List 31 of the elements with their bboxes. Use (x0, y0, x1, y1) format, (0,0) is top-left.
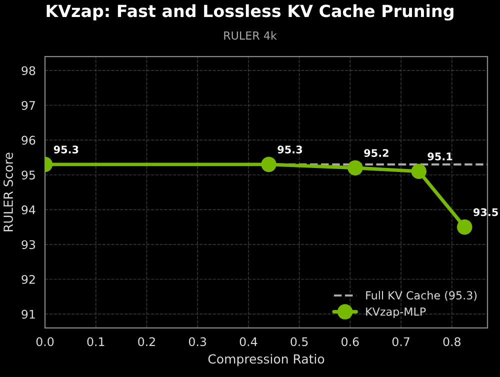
legend-label: Full KV Cache (95.3) (366, 290, 477, 301)
x-tick-label: 0.4 (240, 337, 258, 346)
legend-label: KVzap-MLP (366, 308, 426, 318)
x-tick-label: 0.1 (87, 337, 104, 346)
y-tick-label: 94 (22, 205, 36, 214)
data-label: 95.3 (54, 146, 78, 154)
y-tick-label: 93 (22, 240, 36, 250)
point (456, 219, 472, 235)
y-tick-label: 97 (22, 100, 35, 110)
data-label: 95.1 (428, 152, 452, 160)
x-tick-label: 0.2 (138, 337, 155, 346)
x-tick-label: 0.7 (392, 337, 410, 346)
y-axis-title: RULER Score (4, 152, 13, 232)
y-tick-label: 98 (22, 66, 36, 76)
y-tick-label: 91 (22, 310, 35, 319)
chart-subtitle: RULER 4k (224, 31, 277, 40)
point (348, 160, 363, 176)
y-tick-label: 95 (22, 170, 35, 180)
x-tick-label: 0.8 (443, 337, 460, 346)
data-label: 93.5 (473, 208, 498, 216)
y-tick-label: 96 (22, 136, 36, 145)
x-axis-title: Compression Ratio (208, 354, 324, 366)
x-tick-label: 0.5 (290, 337, 308, 346)
data-label: 95.3 (278, 146, 302, 154)
point (411, 164, 426, 180)
x-tick-label: 0.6 (342, 337, 359, 346)
x-tick-label: 0.0 (36, 337, 54, 346)
data-label: 95.2 (364, 149, 388, 157)
chart-title: KVzap: Fast and Lossless KV Cache Pruning (46, 4, 454, 21)
x-tick-label: 0.3 (188, 337, 206, 346)
y-tick-label: 92 (22, 274, 35, 284)
